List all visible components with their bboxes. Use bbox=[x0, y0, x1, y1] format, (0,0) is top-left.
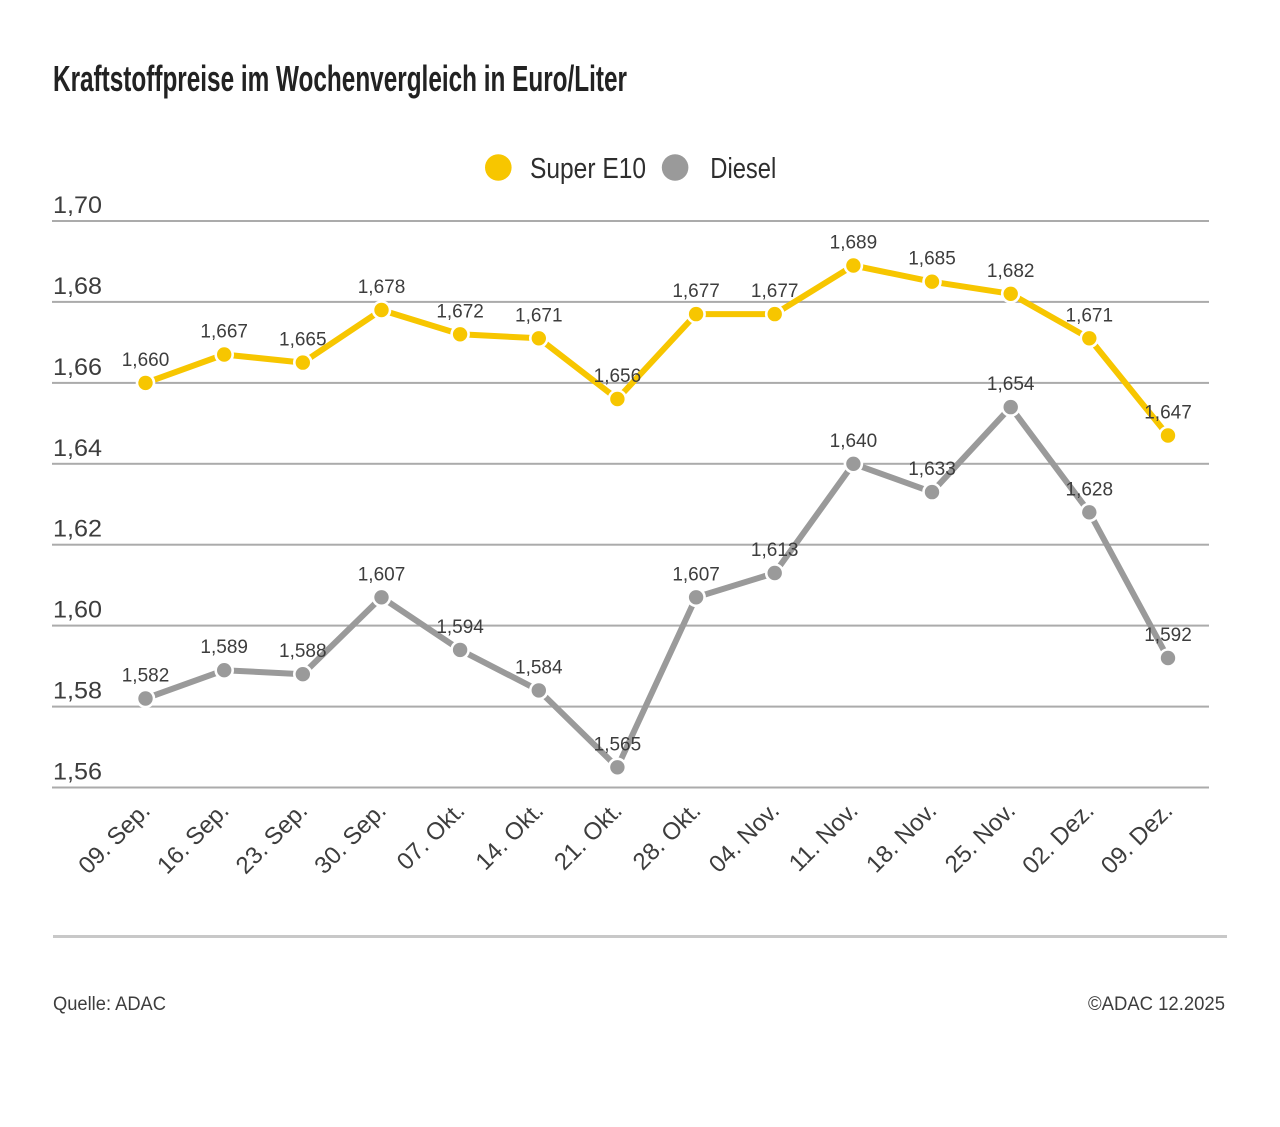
svg-text:1,656: 1,656 bbox=[594, 366, 642, 387]
svg-text:1,592: 1,592 bbox=[1144, 625, 1192, 646]
svg-text:1,582: 1,582 bbox=[122, 666, 170, 687]
svg-text:1,647: 1,647 bbox=[1144, 403, 1192, 424]
svg-text:1,671: 1,671 bbox=[515, 305, 563, 326]
svg-text:1,584: 1,584 bbox=[515, 657, 563, 678]
svg-text:1,70: 1,70 bbox=[53, 192, 102, 219]
svg-text:1,64: 1,64 bbox=[53, 435, 102, 462]
svg-text:1,665: 1,665 bbox=[279, 330, 327, 351]
svg-text:1,58: 1,58 bbox=[53, 678, 102, 705]
svg-text:1,685: 1,685 bbox=[908, 249, 956, 270]
svg-text:1,677: 1,677 bbox=[751, 281, 799, 302]
svg-text:1,588: 1,588 bbox=[279, 641, 327, 662]
svg-text:1,594: 1,594 bbox=[436, 617, 484, 638]
svg-text:1,565: 1,565 bbox=[594, 734, 642, 755]
svg-text:Super E10: Super E10 bbox=[530, 153, 646, 185]
svg-text:Kraftstoffpreise im Wochenverg: Kraftstoffpreise im Wochenvergleich in E… bbox=[53, 58, 627, 99]
svg-text:1,660: 1,660 bbox=[122, 350, 170, 371]
svg-text:©ADAC 12.2025: ©ADAC 12.2025 bbox=[1088, 994, 1225, 1015]
svg-text:1,678: 1,678 bbox=[358, 277, 406, 298]
svg-text:1,640: 1,640 bbox=[830, 431, 878, 452]
svg-text:1,677: 1,677 bbox=[672, 281, 720, 302]
svg-text:1,66: 1,66 bbox=[53, 354, 102, 381]
svg-text:1,613: 1,613 bbox=[751, 540, 799, 561]
svg-text:1,589: 1,589 bbox=[200, 637, 248, 658]
svg-text:1,60: 1,60 bbox=[53, 597, 102, 624]
svg-text:1,62: 1,62 bbox=[53, 516, 102, 543]
svg-text:1,689: 1,689 bbox=[830, 233, 878, 254]
svg-text:1,628: 1,628 bbox=[1066, 479, 1114, 500]
svg-text:1,672: 1,672 bbox=[436, 301, 484, 322]
svg-text:Diesel: Diesel bbox=[710, 153, 776, 185]
svg-text:1,607: 1,607 bbox=[672, 564, 720, 585]
svg-text:1,671: 1,671 bbox=[1066, 305, 1114, 326]
svg-text:1,68: 1,68 bbox=[53, 273, 102, 300]
svg-text:Quelle: ADAC: Quelle: ADAC bbox=[53, 994, 166, 1015]
svg-text:1,633: 1,633 bbox=[908, 459, 956, 480]
svg-text:1,667: 1,667 bbox=[200, 322, 248, 343]
svg-text:1,607: 1,607 bbox=[358, 564, 406, 585]
svg-text:1,56: 1,56 bbox=[53, 759, 102, 786]
svg-text:1,654: 1,654 bbox=[987, 374, 1035, 395]
svg-text:1,682: 1,682 bbox=[987, 261, 1035, 282]
